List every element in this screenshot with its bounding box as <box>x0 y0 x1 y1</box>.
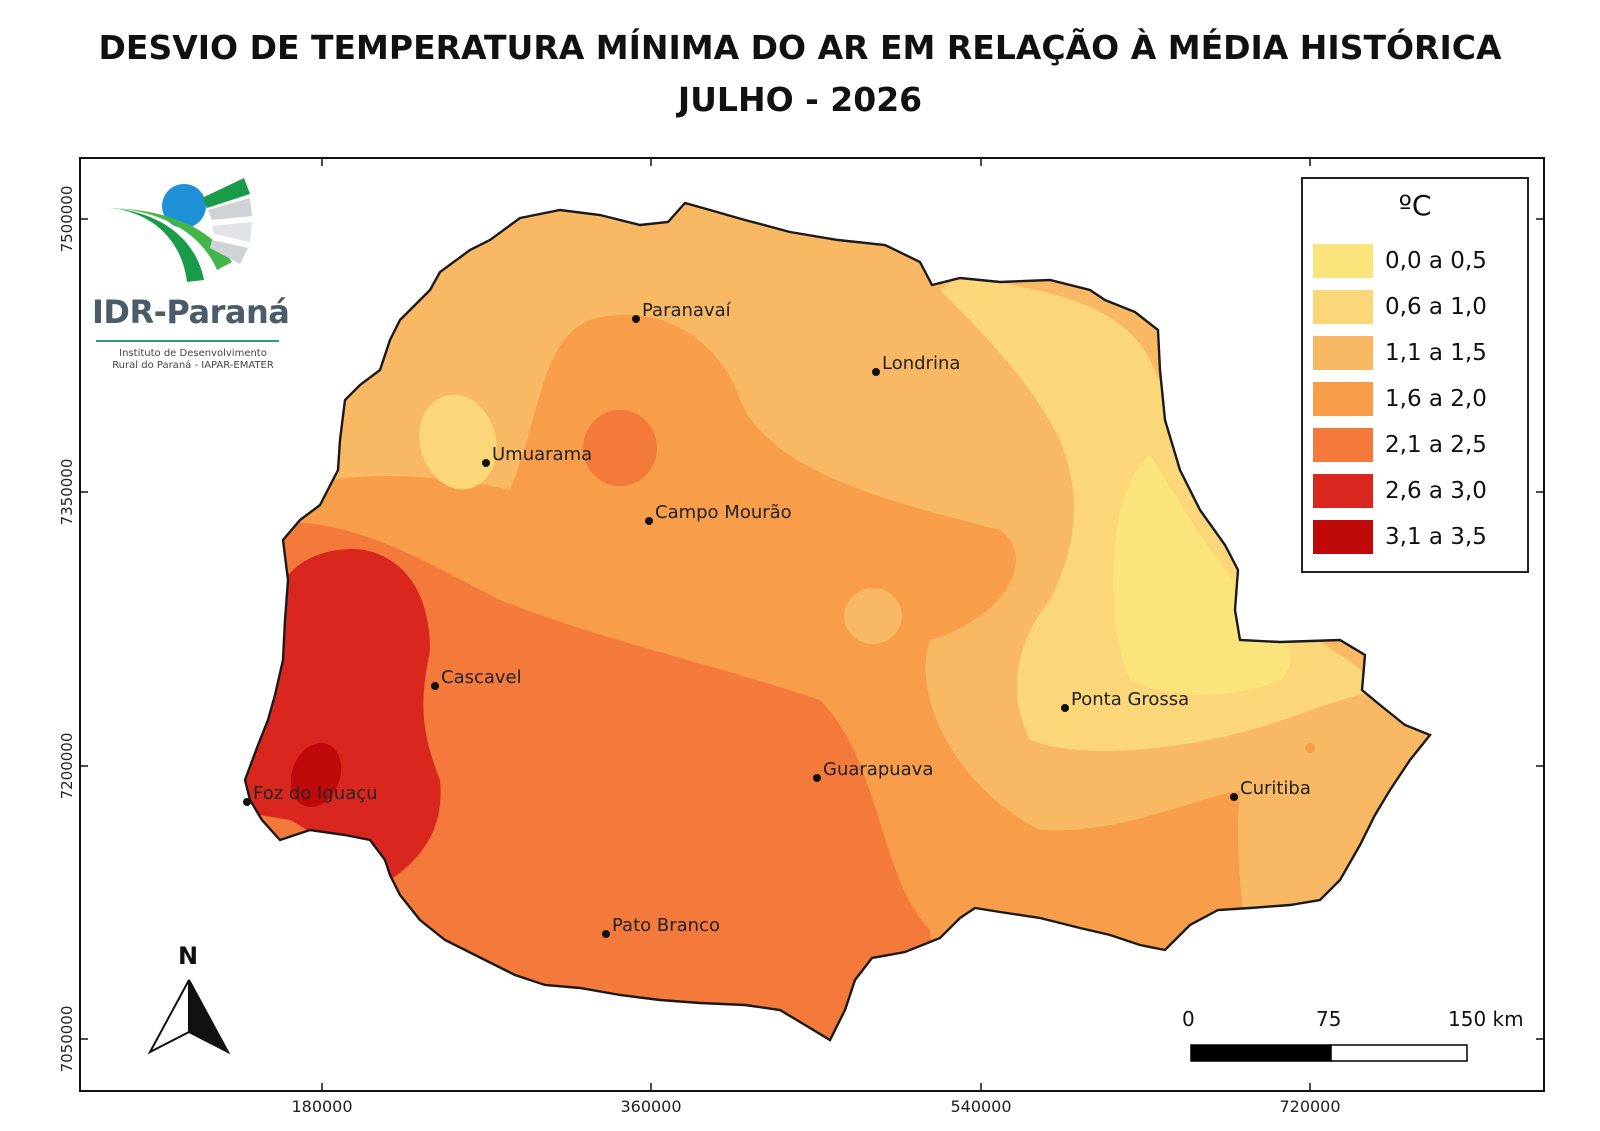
scale-label-150: 150 km <box>1448 1007 1524 1031</box>
zone-2-1-to-2-5-campo <box>583 410 657 486</box>
logo-emblem-icon <box>110 178 252 282</box>
city-marker <box>813 774 821 782</box>
city-marker <box>1230 793 1238 801</box>
city-londrina[interactable]: Londrina <box>872 353 960 376</box>
legend-label: 2,6 a 3,0 <box>1385 478 1487 504</box>
legend-swatch <box>1313 474 1373 508</box>
zone-1-1-to-1-5-island <box>844 588 902 644</box>
city-label: Cascavel <box>441 667 522 688</box>
scale-label-0: 0 <box>1182 1007 1195 1031</box>
x-tick-label: 180000 <box>291 1097 352 1116</box>
city-campo-mourao[interactable]: Campo Mourão <box>645 502 792 525</box>
legend-label: 1,1 a 1,5 <box>1385 340 1487 366</box>
zone-3-1-to-3-5 <box>290 742 342 808</box>
scale-bar <box>1190 1044 1468 1062</box>
legend: ºC 0,0 a 0,5 0,6 a 1,0 1,1 a 1,5 1,6 a 2… <box>1301 177 1529 573</box>
small-zone-dot <box>1305 743 1315 753</box>
legend-item: 1,6 a 2,0 <box>1313 381 1487 417</box>
y-tick-label: 7050000 <box>58 1006 76 1073</box>
city-label: Londrina <box>882 353 960 374</box>
legend-title: ºC <box>1398 189 1432 222</box>
legend-item: 2,6 a 3,0 <box>1313 473 1487 509</box>
scale-label-75: 75 <box>1316 1007 1342 1031</box>
city-marker <box>602 930 610 938</box>
logo-subtitle-line: Rural do Paraná - IAPAR-EMATER <box>112 360 274 371</box>
map-subtitle: JULHO - 2026 <box>677 80 923 119</box>
idr-parana-logo: IDR-Paraná Instituto de Desenvolvimento … <box>92 170 292 385</box>
city-label: Foz do Iguaçu <box>253 783 378 804</box>
logo-subtitle: Instituto de Desenvolvimento Rural do Pa… <box>98 348 288 372</box>
axis-ticks <box>80 158 1544 1091</box>
city-marker <box>872 368 880 376</box>
city-label: Campo Mourão <box>655 502 792 523</box>
x-tick-label: 720000 <box>1279 1097 1340 1116</box>
city-guarapuava[interactable]: Guarapuava <box>813 759 933 782</box>
scale-bar-white-segment <box>1330 1044 1468 1062</box>
legend-item: 0,6 a 1,0 <box>1313 289 1487 325</box>
legend-label: 3,1 a 3,5 <box>1385 524 1487 550</box>
city-marker <box>632 315 640 323</box>
city-pato-branco[interactable]: Pato Branco <box>602 915 720 938</box>
city-curitiba[interactable]: Curitiba <box>1230 778 1311 801</box>
city-label: Pato Branco <box>612 915 720 936</box>
north-label: N <box>178 942 199 970</box>
city-marker <box>645 517 653 525</box>
logo-name: IDR-Paraná <box>92 293 290 331</box>
legend-label: 0,0 a 0,5 <box>1385 248 1487 274</box>
city-label: Ponta Grossa <box>1071 689 1189 710</box>
y-tick-label: 7350000 <box>58 459 76 526</box>
legend-item: 3,1 a 3,5 <box>1313 519 1487 555</box>
city-marker <box>243 798 251 806</box>
city-marker <box>1061 704 1069 712</box>
map-title: DESVIO DE TEMPERATURA MÍNIMA DO AR EM RE… <box>98 28 1502 67</box>
legend-swatch <box>1313 244 1373 278</box>
legend-item: 2,1 a 2,5 <box>1313 427 1487 463</box>
scale-bar-black-segment <box>1190 1044 1332 1062</box>
city-label: Umuarama <box>492 444 592 465</box>
city-cascavel[interactable]: Cascavel <box>431 667 522 690</box>
y-tick-label: 7500000 <box>58 186 76 253</box>
city-marker <box>482 459 490 467</box>
legend-swatch <box>1313 336 1373 370</box>
legend-swatch <box>1313 382 1373 416</box>
logo-subtitle-line: Instituto de Desenvolvimento <box>119 348 267 359</box>
x-tick-label: 360000 <box>620 1097 681 1116</box>
legend-swatch <box>1313 428 1373 462</box>
north-arrow-icon <box>147 979 231 1055</box>
city-marker <box>431 682 439 690</box>
legend-item: 1,1 a 1,5 <box>1313 335 1487 371</box>
city-umuarama[interactable]: Umuarama <box>482 444 592 467</box>
city-foz-do-iguacu[interactable]: Foz do Iguaçu <box>243 783 378 806</box>
y-tick-label: 7200000 <box>58 733 76 800</box>
legend-swatch <box>1313 290 1373 324</box>
city-label: Curitiba <box>1240 778 1311 799</box>
city-paranavai[interactable]: Paranavaí <box>632 300 732 323</box>
legend-label: 1,6 a 2,0 <box>1385 386 1487 412</box>
logo-divider <box>96 340 279 342</box>
city-label: Guarapuava <box>823 759 933 780</box>
x-tick-label: 540000 <box>950 1097 1011 1116</box>
zone-0-6-to-1-0-umuarama <box>419 394 497 490</box>
city-label: Paranavaí <box>642 300 732 321</box>
city-ponta-grossa[interactable]: Ponta Grossa <box>1061 689 1189 712</box>
legend-label: 2,1 a 2,5 <box>1385 432 1487 458</box>
legend-label: 0,6 a 1,0 <box>1385 294 1487 320</box>
legend-swatch <box>1313 520 1373 554</box>
legend-item: 0,0 a 0,5 <box>1313 243 1487 279</box>
